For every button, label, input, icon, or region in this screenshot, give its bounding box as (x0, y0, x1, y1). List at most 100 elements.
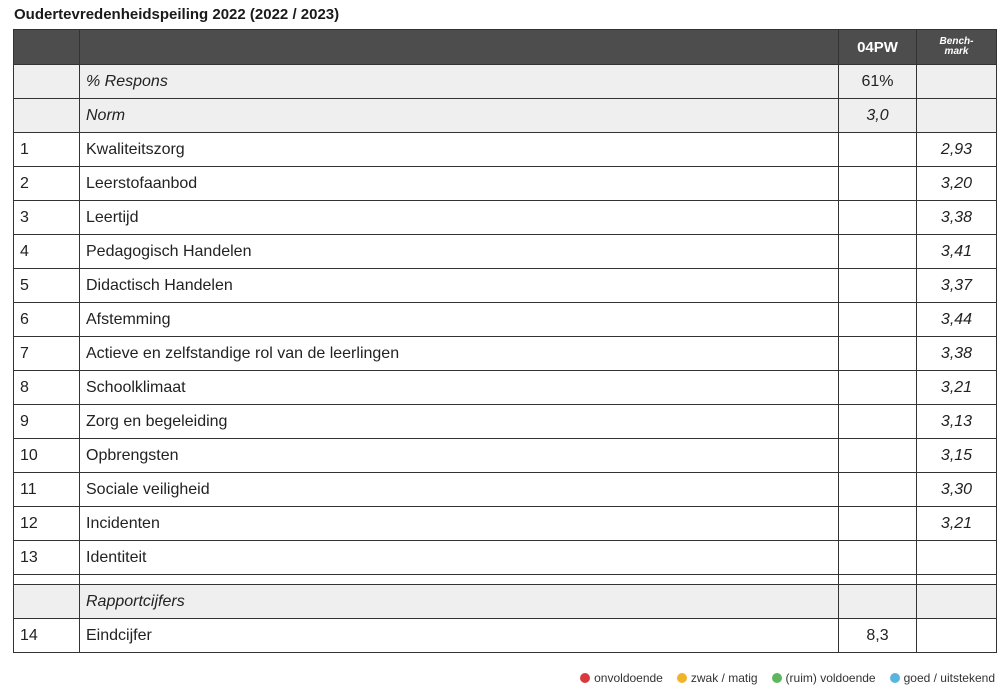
legend-label: goed / uitstekend (903, 671, 995, 685)
legend-dot-icon (771, 673, 782, 683)
respons-row: % Respons 61% (13, 64, 997, 99)
table-row: 4 Pedagogisch Handelen 3,47 3,41 (13, 234, 997, 269)
row-score: 3,52 (838, 302, 917, 337)
color-legend: onvoldoende zwak / matig (ruim) voldoende g… (580, 671, 995, 685)
norm-label: Norm (79, 98, 839, 133)
row-score: 3,54 (838, 200, 917, 235)
row-benchmark: 3,21 (916, 370, 997, 405)
page-title: Oudertevredenheidspeiling 2022 (2022 / 2… (14, 6, 340, 23)
final-row: 14 Eindcijfer 8,3 (13, 618, 997, 653)
row-label: Kwaliteitszorg (79, 132, 839, 167)
row-benchmark: 3,21 (916, 506, 997, 541)
row-benchmark: 3,44 (916, 302, 997, 337)
row-benchmark: 3,38 (916, 336, 997, 371)
row-label: Schoolklimaat (79, 370, 839, 405)
row-label: Afstemming (79, 302, 839, 337)
row-number: 12 (13, 506, 80, 541)
header-benchmark-line1: Bench- (939, 36, 974, 47)
row-number: 11 (13, 472, 80, 507)
legend-label: (ruim) voldoende (785, 671, 876, 685)
row-label: Leertijd (79, 200, 839, 235)
spacer-row (13, 574, 997, 585)
row-number: 9 (13, 404, 80, 439)
row-label: Pedagogisch Handelen (79, 234, 839, 269)
row-score: 3,29 (838, 404, 917, 439)
header-num-cell (13, 29, 80, 65)
table-header: 04PW Bench- mark (13, 29, 997, 65)
table-row: 7 Actieve en zelfstandige rol van de leer… (13, 336, 997, 371)
row-score: 3,22 (838, 540, 917, 575)
results-table: 04PW Bench- mark % Respons 61% Norm 3,0 … (13, 29, 997, 653)
norm-num (13, 98, 80, 133)
final-label: Eindcijfer (79, 618, 839, 653)
table-row: 11 Sociale veiligheid 3,41 3,30 (13, 472, 997, 507)
table-row: 3 Leertijd 3,54 3,38 (13, 200, 997, 235)
row-number: 10 (13, 438, 80, 473)
final-score: 8,3 (838, 618, 917, 653)
row-label: Didactisch Handelen (79, 268, 839, 303)
norm-row: Norm 3,0 (13, 98, 997, 133)
section-label: Rapportcijfers (79, 584, 839, 619)
legend-item: zwak / matig (676, 671, 758, 685)
legend-item: onvoldoende (580, 671, 663, 685)
row-score: 3,34 (838, 370, 917, 405)
legend-label: zwak / matig (690, 671, 758, 685)
final-number: 14 (13, 618, 80, 653)
respons-num (13, 64, 80, 99)
legend-item: (ruim) voldoende (771, 671, 876, 685)
row-benchmark: 3,41 (916, 234, 997, 269)
row-benchmark: 3,15 (916, 438, 997, 473)
row-benchmark: 3,38 (916, 200, 997, 235)
final-bench (916, 618, 997, 653)
row-benchmark: 3,30 (916, 472, 997, 507)
respons-bench (916, 64, 997, 99)
legend-dot-icon (580, 673, 591, 683)
row-benchmark (916, 540, 997, 575)
legend-dot-icon (676, 673, 687, 683)
row-label: Zorg en begeleiding (79, 404, 839, 439)
row-label: Sociale veiligheid (79, 472, 839, 507)
row-label: Leerstofaanbod (79, 166, 839, 201)
row-label: Incidenten (79, 506, 839, 541)
row-benchmark: 2,93 (916, 132, 997, 167)
row-number: 2 (13, 166, 80, 201)
table-row: 13 Identiteit 3,22 (13, 540, 997, 575)
row-benchmark: 3,20 (916, 166, 997, 201)
legend-label: onvoldoende (594, 671, 663, 685)
row-score: 3,32 (838, 166, 917, 201)
respons-label: % Respons (79, 64, 839, 99)
row-score: 3,27 (838, 506, 917, 541)
row-label: Actieve en zelfstandige rol van de leerl… (79, 336, 839, 371)
respons-value: 61% (838, 64, 917, 99)
row-score: 3,53 (838, 336, 917, 371)
row-label: Identiteit (79, 540, 839, 575)
table-row: 2 Leerstofaanbod 3,32 3,20 (13, 166, 997, 201)
table-row: 12 Incidenten 3,27 3,21 (13, 506, 997, 541)
section-row: Rapportcijfers (13, 584, 997, 619)
header-benchmark: Bench- mark (916, 29, 997, 65)
row-benchmark: 3,13 (916, 404, 997, 439)
table-row: 6 Afstemming 3,52 3,44 (13, 302, 997, 337)
row-benchmark: 3,37 (916, 268, 997, 303)
row-number: 3 (13, 200, 80, 235)
section-bench (916, 584, 997, 619)
header-school-code: 04PW (838, 29, 917, 65)
section-score (838, 584, 917, 619)
table-row: 5 Didactisch Handelen 3,50 3,37 (13, 268, 997, 303)
table-row: 8 Schoolklimaat 3,34 3,21 (13, 370, 997, 405)
norm-value: 3,0 (838, 98, 917, 133)
legend-item: goed / uitstekend (889, 671, 995, 685)
table-row: 1 Kwaliteitszorg 3,22 2,93 (13, 132, 997, 167)
header-benchmark-line2: mark (944, 46, 969, 57)
row-number: 13 (13, 540, 80, 575)
row-number: 6 (13, 302, 80, 337)
table-row: 9 Zorg en begeleiding 3,29 3,13 (13, 404, 997, 439)
row-score: 3,27 (838, 438, 917, 473)
header-label-cell (79, 29, 839, 65)
row-number: 7 (13, 336, 80, 371)
legend-dot-icon (889, 673, 900, 683)
row-number: 1 (13, 132, 80, 167)
norm-bench (916, 98, 997, 133)
table-row: 10 Opbrengsten 3,27 3,15 (13, 438, 997, 473)
row-number: 5 (13, 268, 80, 303)
